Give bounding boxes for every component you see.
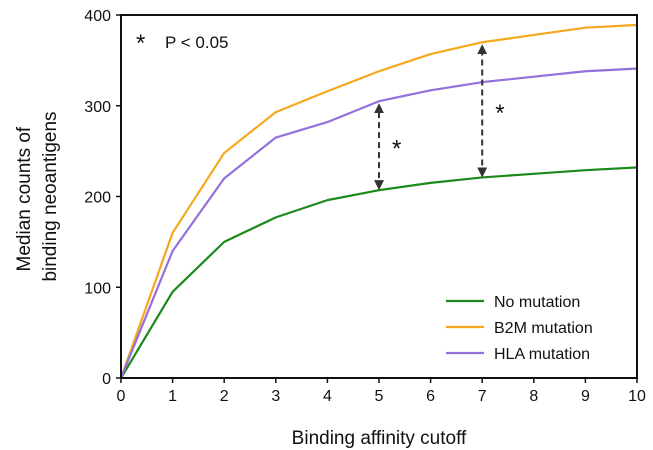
x-tick-label: 7: [478, 388, 487, 405]
series-line: [119, 67, 638, 379]
significance-arrows: **: [374, 44, 505, 191]
y-tick-label: 300: [84, 99, 111, 116]
significance-legend: * P < 0.05: [136, 30, 229, 57]
y-axis-title-line-2: binding neoantigens: [40, 111, 61, 281]
y-axis-title-line-1: Median counts of: [14, 126, 35, 271]
y-axis-title: Median counts of binding neoantigens: [14, 111, 61, 281]
x-tick-label: 9: [581, 388, 590, 405]
y-tick-label: 400: [84, 8, 111, 25]
x-tick-label: 1: [168, 388, 177, 405]
x-tick-label: 0: [117, 388, 126, 405]
x-tick-label: 10: [628, 388, 646, 405]
x-tick-label: 8: [529, 388, 538, 405]
y-axis-ticks: 0 100 200 300 400: [84, 8, 121, 388]
x-tick-label: 6: [426, 388, 435, 405]
y-tick-label: 200: [84, 190, 111, 207]
significance-arrow-label: *: [495, 100, 504, 127]
x-tick-label: 2: [220, 388, 229, 405]
x-tick-label: 3: [271, 388, 280, 405]
x-axis-ticks: 0 1 2 3 4 5 6 7 8 9 10: [117, 378, 646, 405]
legend-label: No mutation: [494, 294, 580, 311]
series-line: [120, 166, 638, 379]
x-tick-label: 5: [375, 388, 384, 405]
series-layer: [119, 23, 638, 379]
series-line: [119, 23, 638, 379]
significance-arrow-label: *: [392, 136, 401, 163]
x-axis-title: Binding affinity cutoff: [292, 428, 467, 449]
x-tick-label: 4: [323, 388, 332, 405]
legend-label: HLA mutation: [494, 346, 590, 363]
significance-symbol: *: [136, 30, 145, 57]
legend-label: B2M mutation: [494, 320, 593, 337]
legend: No mutation B2M mutation HLA mutation: [446, 294, 593, 363]
y-tick-label: 100: [84, 280, 111, 297]
significance-text: P < 0.05: [165, 33, 229, 52]
y-tick-label: 0: [102, 371, 111, 388]
